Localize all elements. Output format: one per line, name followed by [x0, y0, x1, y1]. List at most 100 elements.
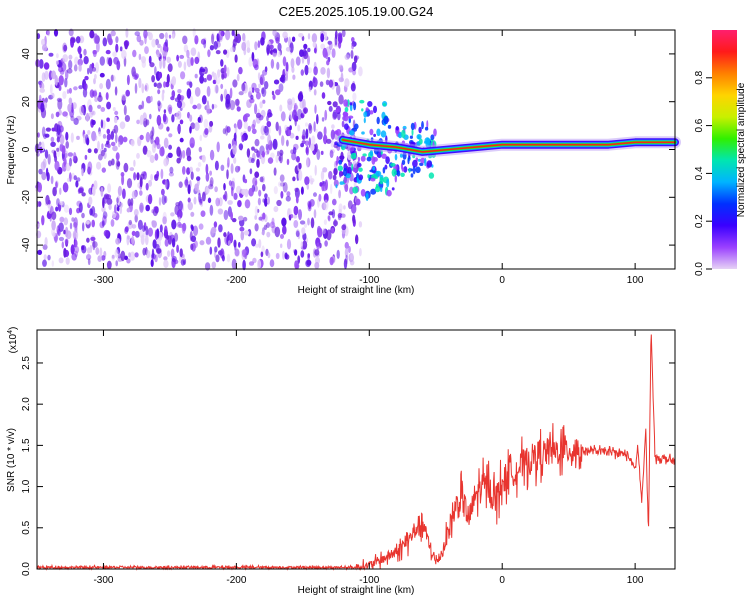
- noise-speck: [331, 227, 335, 234]
- noise-speck: [42, 244, 48, 250]
- snr-y-multiplier: (x104): [7, 327, 19, 354]
- signal-burst: [338, 159, 343, 165]
- noise-speck: [276, 61, 280, 70]
- noise-speck: [161, 188, 165, 196]
- signal-burst: [424, 126, 429, 131]
- noise-speck: [261, 150, 265, 158]
- noise-speck: [300, 186, 304, 195]
- noise-speck: [201, 154, 206, 163]
- noise-speck: [53, 29, 59, 37]
- noise-speck: [314, 164, 317, 176]
- noise-speck: [246, 40, 250, 51]
- noise-speck: [168, 144, 173, 150]
- noise-speck: [254, 205, 259, 217]
- noise-speck: [201, 95, 207, 105]
- noise-speck: [105, 78, 111, 90]
- noise-speck: [77, 188, 81, 195]
- noise-speck: [91, 67, 97, 72]
- noise-speck: [189, 114, 193, 122]
- noise-speck: [215, 76, 221, 85]
- noise-speck: [162, 216, 167, 225]
- noise-speck: [156, 142, 161, 150]
- noise-speck: [314, 261, 320, 270]
- noise-speck: [56, 97, 63, 103]
- noise-speck: [264, 81, 269, 90]
- noise-speck: [224, 125, 229, 136]
- noise-speck: [88, 112, 93, 118]
- snr-y-axis: 0.0 0.5 1.0 1.5 2.0 2.5: [21, 356, 675, 576]
- noise-speck: [302, 232, 307, 241]
- noise-speck: [171, 90, 176, 98]
- noise-speck: [87, 148, 92, 153]
- noise-speck: [234, 98, 240, 106]
- noise-speck: [190, 243, 194, 250]
- noise-speck: [285, 195, 291, 202]
- noise-speck: [89, 30, 95, 39]
- noise-speck: [307, 253, 310, 262]
- noise-speck: [51, 211, 57, 220]
- x-tick-label: -100: [359, 575, 379, 586]
- signal-burst: [348, 115, 354, 119]
- noise-speck: [302, 135, 306, 140]
- noise-speck: [292, 176, 296, 182]
- noise-speck: [285, 61, 289, 72]
- signal-burst: [426, 120, 429, 129]
- noise-speck: [300, 241, 303, 249]
- noise-speck: [209, 180, 213, 188]
- noise-speck: [48, 203, 53, 214]
- signal-burst: [401, 159, 406, 165]
- noise-speck: [114, 204, 117, 214]
- noise-speck: [292, 109, 298, 121]
- noise-speck: [106, 117, 110, 122]
- noise-speck: [304, 64, 309, 76]
- noise-speck: [51, 260, 54, 267]
- noise-speck: [319, 242, 322, 249]
- noise-speck: [81, 212, 85, 219]
- noise-speck: [187, 184, 191, 195]
- noise-speck: [52, 232, 56, 237]
- noise-speck: [78, 64, 82, 72]
- signal-burst: [357, 156, 360, 162]
- noise-speck: [165, 39, 168, 47]
- y-tick-label: 0: [21, 146, 32, 152]
- noise-speck: [291, 66, 295, 73]
- signal-burst: [358, 167, 363, 172]
- noise-speck: [300, 250, 305, 258]
- signal-burst: [421, 121, 424, 130]
- noise-speck: [156, 248, 162, 254]
- signal-burst: [394, 175, 397, 183]
- noise-speck: [239, 218, 245, 227]
- noise-speck: [267, 196, 270, 205]
- noise-speck: [171, 76, 177, 86]
- noise-speck: [198, 146, 202, 153]
- noise-speck: [302, 98, 306, 110]
- noise-speck: [292, 74, 296, 80]
- noise-speck: [215, 254, 220, 263]
- noise-speck: [103, 147, 107, 153]
- noise-speck: [212, 79, 217, 85]
- noise-speck: [322, 47, 328, 58]
- noise-speck: [100, 149, 105, 157]
- noise-speck: [241, 134, 245, 143]
- noise-speck: [100, 107, 106, 112]
- noise-speck: [149, 62, 155, 68]
- noise-speck: [150, 135, 154, 145]
- noise-speck: [157, 43, 161, 49]
- noise-speck: [233, 123, 237, 129]
- noise-speck: [223, 209, 229, 221]
- signal-burst: [403, 166, 408, 173]
- noise-speck: [197, 116, 201, 123]
- noise-speck: [338, 203, 343, 212]
- noise-speck: [328, 170, 333, 180]
- noise-speck: [193, 196, 197, 205]
- noise-speck: [330, 129, 335, 140]
- noise-speck: [266, 231, 271, 238]
- noise-speck: [267, 113, 271, 118]
- noise-speck: [45, 127, 52, 132]
- signal-burst: [350, 152, 357, 160]
- noise-speck: [207, 49, 211, 58]
- noise-speck: [40, 161, 46, 171]
- noise-speck: [236, 106, 241, 112]
- noise-speck: [231, 258, 237, 270]
